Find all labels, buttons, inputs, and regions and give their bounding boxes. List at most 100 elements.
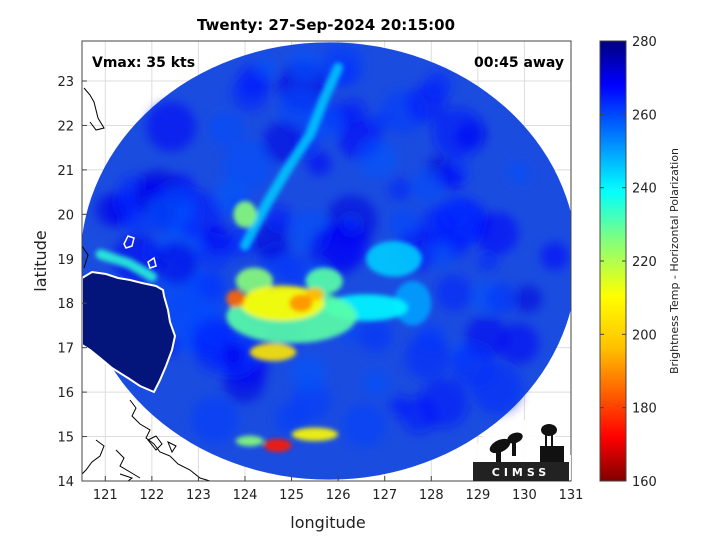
y-tick-label: 16 — [57, 386, 74, 401]
time-away-label: 00:45 away — [474, 55, 564, 71]
rain-band — [240, 62, 344, 251]
y-tick-label: 22 — [57, 119, 74, 134]
swath-texture-patch — [540, 242, 569, 271]
cimss-logo-text: CIMSS — [492, 466, 550, 479]
swath-texture-patch — [440, 168, 463, 191]
swath-texture-patch — [255, 57, 277, 79]
swath-texture-patch — [322, 220, 370, 268]
colorbar-tick-label: 260 — [632, 108, 657, 123]
swath-texture-patch — [203, 224, 232, 254]
swath-texture-patch — [389, 208, 420, 239]
swath-texture-patch — [342, 403, 387, 448]
swath-texture-patch — [209, 111, 245, 147]
swath-texture-patch — [341, 99, 366, 124]
colorbar: 160 180 200 220 240 260 280 Brightness Temp - … — [599, 35, 681, 490]
colorbar-tick-label: 180 — [632, 402, 657, 417]
swath-texture-patch — [411, 169, 445, 203]
swath-texture-patch — [388, 395, 411, 417]
colorbar-ticks: 160 180 200 220 240 260 280 — [600, 35, 657, 490]
swath-texture-patch — [358, 139, 398, 179]
swath-texture-patch — [507, 161, 530, 185]
swath-texture-patch — [478, 250, 499, 271]
convective-cell — [305, 287, 325, 302]
convective-cell — [289, 294, 313, 313]
swath-texture-patch — [221, 343, 245, 367]
y-tick-label: 17 — [57, 342, 74, 357]
convective-cell — [235, 435, 264, 447]
swath-texture-patch — [306, 151, 332, 176]
x-tick-label: 125 — [279, 488, 304, 503]
convective-cell — [249, 343, 297, 361]
x-axis-label: longitude — [290, 513, 365, 532]
x-tick-label: 127 — [372, 488, 397, 503]
convective-cell — [226, 289, 245, 308]
convective-cell — [394, 281, 432, 326]
colorbar-label: Brightness Temp - Horizontal Polarizatio… — [668, 148, 681, 374]
swath-texture-patch — [289, 49, 322, 82]
x-tick-label: 121 — [93, 488, 118, 503]
y-axis-label: latitude — [31, 230, 50, 291]
swath-texture-patch — [358, 318, 393, 353]
y-tick-label: 15 — [57, 431, 74, 446]
convective-cell — [291, 427, 339, 442]
colorbar-tick-label: 220 — [632, 255, 657, 270]
x-tick-label: 123 — [186, 488, 211, 503]
swath-texture-patch — [264, 205, 293, 234]
swath-texture-patch — [407, 84, 447, 124]
cimss-logo: CIMSS — [471, 419, 571, 481]
brightness-temp-features — [95, 62, 432, 453]
swath-texture-patch — [486, 283, 518, 314]
figure-title: Twenty: 27-Sep-2024 20:15:00 — [197, 16, 455, 34]
swath-texture-patch — [514, 285, 542, 313]
y-tick-label: 23 — [57, 75, 74, 90]
colorbar-tick-label: 240 — [632, 182, 657, 197]
x-axis-ticks: 121 122 123 124 125 126 127 128 129 130 131 — [93, 476, 584, 503]
colorbar-tick-label: 280 — [632, 35, 657, 50]
vmax-label: Vmax: 35 kts — [92, 55, 195, 71]
swath-texture-patch — [451, 343, 496, 388]
convective-cell — [233, 201, 257, 228]
swath-texture-patch — [363, 369, 390, 397]
convective-cell — [263, 438, 292, 453]
swath-texture-patch — [432, 107, 484, 159]
swath-texture-patch — [498, 323, 539, 365]
x-tick-label: 122 — [139, 488, 164, 503]
swath-texture-patch — [155, 241, 199, 285]
swath-texture-patch — [388, 177, 412, 201]
plot-frame — [81, 40, 572, 482]
convective-cell — [240, 285, 325, 321]
y-axis-ticks: 14 15 16 17 18 19 20 21 22 23 — [57, 75, 87, 490]
y-tick-label: 18 — [57, 297, 74, 312]
convective-cell — [366, 241, 422, 277]
luzon-landmass — [82, 270, 177, 394]
x-tick-label: 129 — [465, 488, 490, 503]
colorbar-tick-label: 200 — [632, 328, 657, 343]
swath-texture-patch — [435, 274, 472, 311]
swath-texture-patch — [145, 176, 168, 200]
swath-texture-patch — [405, 334, 451, 380]
rain-band — [95, 249, 157, 282]
x-tick-label: 131 — [559, 488, 584, 503]
y-tick-label: 19 — [57, 253, 74, 268]
swath-texture-patch — [115, 191, 139, 215]
swath-texture-patch — [426, 237, 457, 268]
swath-texture-patch — [197, 271, 226, 300]
swath-texture-patch — [476, 212, 519, 255]
x-tick-label: 126 — [326, 488, 351, 503]
x-tick-label: 124 — [233, 488, 258, 503]
x-tick-label: 128 — [419, 488, 444, 503]
convective-cell — [305, 267, 343, 295]
colorbar-tick-label: 160 — [632, 475, 657, 490]
swath-texture-patch — [223, 140, 274, 191]
swath-texture-patch — [231, 74, 269, 112]
swath-texture-patch — [418, 206, 456, 244]
swath-texture-patch — [191, 396, 239, 443]
swath-texture-patch — [418, 378, 469, 428]
swath-texture-patch — [146, 101, 196, 152]
swath-texture-patch — [291, 381, 332, 422]
y-tick-label: 20 — [57, 208, 74, 223]
y-tick-label: 21 — [57, 164, 74, 179]
x-tick-label: 130 — [512, 488, 537, 503]
swath-texture-patch — [290, 355, 327, 392]
